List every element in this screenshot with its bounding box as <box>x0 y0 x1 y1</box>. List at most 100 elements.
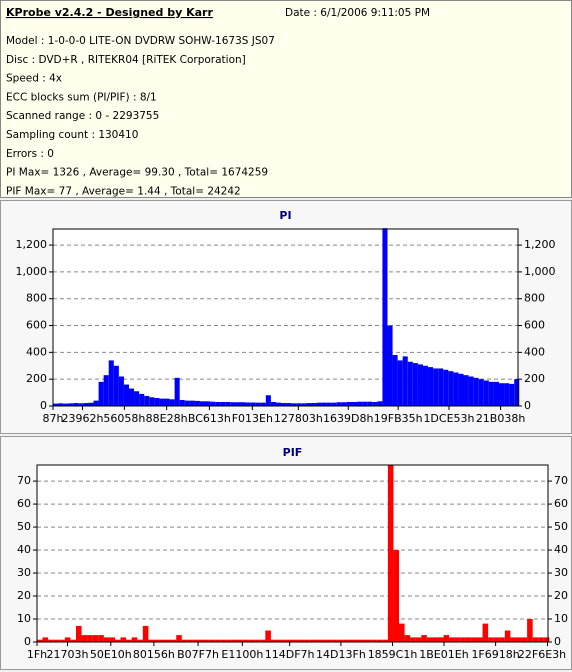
bar <box>438 368 444 406</box>
bar <box>260 402 266 406</box>
bar <box>64 637 71 642</box>
bar <box>301 403 307 406</box>
x-tick-label: 114DF7h <box>265 648 315 661</box>
bar <box>453 372 459 406</box>
x-tick-label: 1F6918h <box>471 648 519 661</box>
bar <box>488 381 494 406</box>
y2-tick-label: 800 <box>524 292 545 305</box>
bar <box>87 635 93 642</box>
bar <box>360 639 366 642</box>
bar <box>321 402 327 406</box>
bar <box>421 635 427 642</box>
bar <box>532 637 539 642</box>
bar <box>482 623 489 642</box>
bar <box>176 635 182 642</box>
bar <box>235 402 241 406</box>
bar <box>230 402 236 406</box>
y-tick-label: 70 <box>17 474 31 487</box>
bar <box>438 637 444 642</box>
bar <box>488 637 494 642</box>
y-tick-label: 30 <box>17 566 31 579</box>
bar <box>493 637 500 642</box>
bar <box>259 639 266 642</box>
bar <box>483 380 489 406</box>
bar <box>81 635 88 642</box>
bar <box>321 639 327 642</box>
y-tick-label: 0 <box>40 399 47 412</box>
y2-tick-label: 70 <box>554 474 568 487</box>
y2-tick-label: 0 <box>554 635 561 648</box>
bar <box>454 637 461 642</box>
x-tick-label: 19FB35h <box>374 412 423 425</box>
bar <box>463 375 469 406</box>
bar <box>59 639 65 642</box>
bar <box>410 637 416 642</box>
chart-title: PI <box>279 209 291 222</box>
bar <box>275 402 282 406</box>
bar <box>341 402 347 406</box>
x-tick-label: 21B038h <box>476 412 526 425</box>
bar <box>126 639 132 642</box>
bar <box>255 402 261 406</box>
bar <box>109 637 115 642</box>
bar <box>88 402 94 406</box>
bar <box>311 403 317 406</box>
y-tick-label: 200 <box>26 372 47 385</box>
bar <box>387 465 394 642</box>
bar <box>306 403 312 406</box>
bar <box>315 639 322 642</box>
bar <box>103 375 109 406</box>
bar <box>471 637 477 642</box>
bar <box>120 637 127 642</box>
bar <box>504 383 510 406</box>
bar <box>404 635 411 642</box>
bar <box>245 402 251 406</box>
bar <box>282 639 288 642</box>
bar <box>415 637 422 642</box>
header-line: Sampling count : 130410 <box>6 129 138 141</box>
bar <box>504 630 511 642</box>
bar <box>220 639 227 642</box>
bar <box>514 379 520 406</box>
y2-tick-label: 400 <box>524 345 545 358</box>
bar <box>240 402 246 406</box>
x-tick-label: 56058h <box>103 412 145 425</box>
bar <box>98 635 104 642</box>
bar <box>343 639 349 642</box>
bar <box>407 361 413 406</box>
bar <box>187 639 193 642</box>
bar <box>179 399 185 406</box>
bar <box>226 639 232 642</box>
bar <box>543 637 550 642</box>
y-tick-label: 20 <box>17 589 31 602</box>
bar <box>63 403 69 406</box>
y2-tick-label: 40 <box>554 543 568 556</box>
bar <box>270 639 277 642</box>
plot-area <box>37 465 548 642</box>
x-tick-label: 50E10h <box>90 648 132 661</box>
x-tick-label: 21703h <box>47 648 89 661</box>
bar <box>365 639 372 642</box>
bar <box>443 369 449 406</box>
bar <box>387 325 393 406</box>
bar <box>70 639 76 642</box>
bar <box>286 403 292 406</box>
bar <box>205 401 211 406</box>
plot-border <box>36 464 549 643</box>
bar <box>346 401 353 406</box>
bar <box>139 393 145 406</box>
bar <box>399 623 405 642</box>
header-line: ECC blocks sum (PI/PIF) : 8/1 <box>6 91 157 103</box>
bar <box>159 639 166 642</box>
bar <box>114 639 121 642</box>
x-tick-label: B07F7h <box>177 648 219 661</box>
x-tick-label: F013Eh <box>232 412 273 425</box>
bar <box>215 401 221 406</box>
bar <box>184 400 190 406</box>
x-tick-label: 1639D8h <box>323 412 373 425</box>
bar <box>336 402 342 406</box>
bar <box>417 364 423 406</box>
bar <box>154 397 160 406</box>
y-tick-label: 800 <box>26 292 47 305</box>
